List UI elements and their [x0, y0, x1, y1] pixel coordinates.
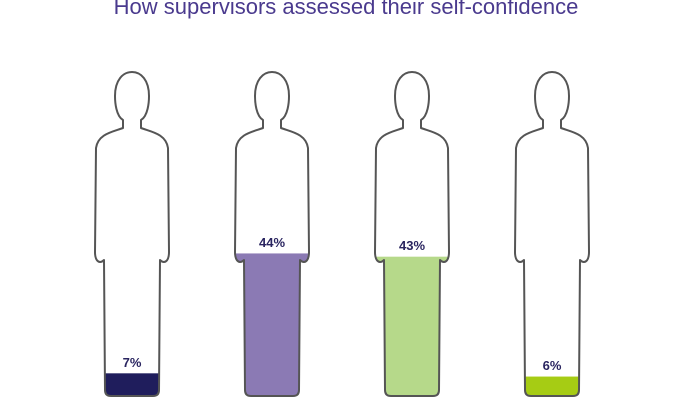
fill-level — [375, 256, 449, 396]
value-label: 7% — [123, 355, 142, 370]
value-label: 6% — [543, 358, 562, 373]
figure-group: 44% — [234, 71, 310, 397]
figure-outline — [374, 71, 450, 397]
figure-group: 7% — [94, 71, 170, 397]
fill-level — [235, 253, 309, 396]
value-label: 43% — [399, 238, 425, 253]
chart-title: How supervisors assessed their self-conf… — [114, 0, 579, 19]
figure-group: 6% — [514, 71, 590, 397]
figure-group: 43% — [374, 71, 450, 397]
fill-level — [95, 373, 169, 396]
figure-outline — [234, 71, 310, 397]
value-label: 44% — [259, 235, 285, 250]
fill-level — [515, 376, 589, 396]
figure-outline — [514, 71, 590, 397]
figure-outline — [94, 71, 170, 397]
